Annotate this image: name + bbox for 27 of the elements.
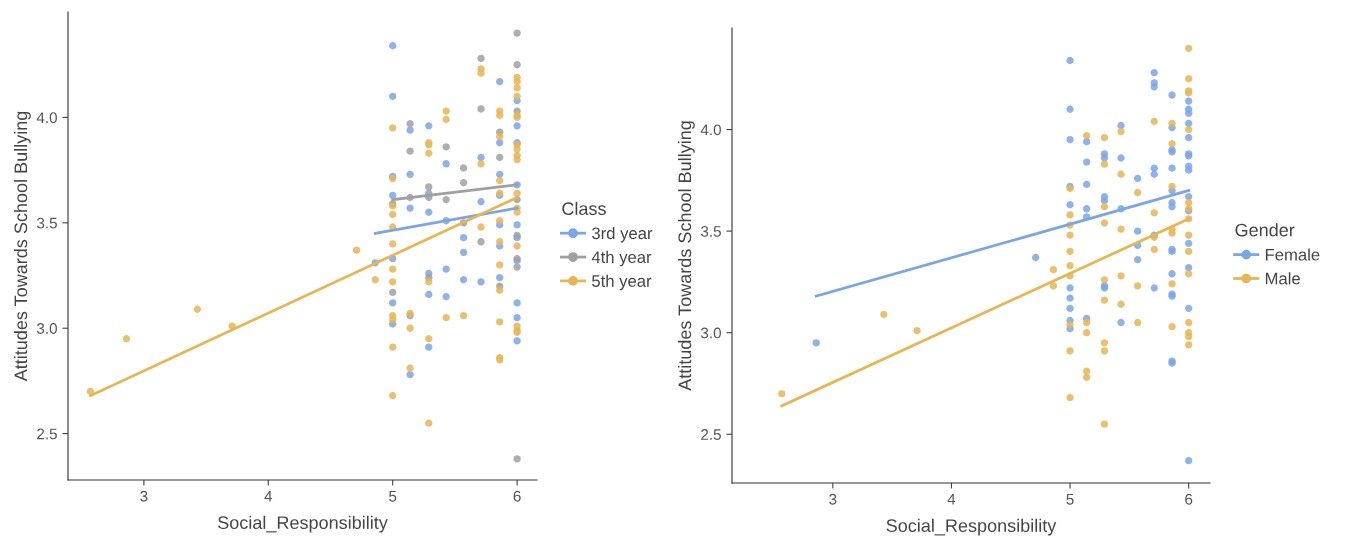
y-tick-label: 3.0	[700, 327, 721, 339]
y-tick-label: 2.5	[37, 428, 57, 440]
x-tick-label: 4	[947, 493, 956, 505]
y-tick-label: 4.0	[36, 112, 57, 124]
x-tick-label: 6	[513, 490, 521, 502]
y-tick-label: 2.5	[701, 429, 721, 440]
x-tick-label: 5	[1066, 493, 1074, 505]
y-tick-label: 3.5	[36, 217, 57, 229]
x-tick-label: 6	[1185, 493, 1193, 505]
y-axis-title: Attitudes Towards School Bullying	[13, 111, 31, 382]
x-tick-label: 3	[140, 490, 148, 502]
x-tick-label: 3	[829, 493, 837, 505]
x-tick-label: 5	[389, 490, 397, 502]
y-tick-label: 3.0	[36, 323, 57, 334]
legend-title: Gender	[1235, 223, 1295, 237]
x-tick-label: 4	[264, 490, 273, 502]
legend-label: 3rd year	[592, 226, 653, 243]
y-tick-label: 4.0	[700, 124, 721, 136]
x-axis-title: Social_Responsibility	[886, 518, 1057, 536]
legend-label: 4th year	[591, 250, 652, 267]
legend-label: 5th year	[592, 274, 652, 291]
legend-label: Male	[1265, 272, 1300, 285]
x-axis-title: Social_Responsibility	[218, 515, 388, 533]
y-tick-label: 3.5	[700, 225, 721, 237]
legend-title: Class	[562, 201, 606, 216]
y-axis-title: Attitudes Towards School Bullying	[677, 121, 695, 391]
legend-label: Female	[1265, 248, 1320, 261]
